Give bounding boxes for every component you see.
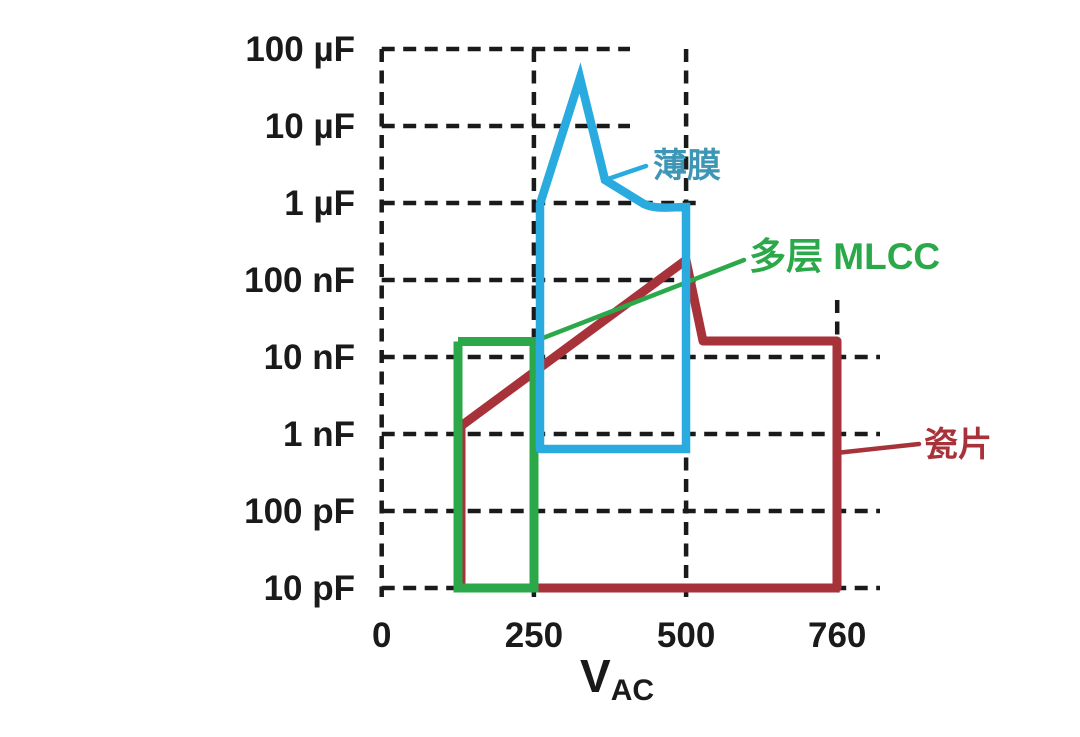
svg-text:薄膜: 薄膜 (653, 147, 721, 185)
svg-text:100 µF: 100 µF (245, 30, 355, 69)
svg-text:100 pF: 100 pF (244, 492, 355, 531)
svg-text:10 nF: 10 nF (264, 338, 355, 377)
svg-text:250: 250 (505, 616, 563, 655)
svg-text:100 nF: 100 nF (244, 261, 355, 300)
svg-text:500: 500 (657, 616, 715, 655)
svg-text:10 µF: 10 µF (265, 107, 355, 146)
svg-text:10 pF: 10 pF (264, 569, 355, 608)
svg-text:多层 MLCC: 多层 MLCC (749, 236, 940, 277)
svg-text:1 nF: 1 nF (283, 415, 355, 454)
svg-text:1 µF: 1 µF (284, 184, 355, 223)
svg-text:0: 0 (372, 616, 391, 655)
svg-text:760: 760 (808, 616, 866, 655)
svg-text:瓷片: 瓷片 (924, 426, 992, 464)
